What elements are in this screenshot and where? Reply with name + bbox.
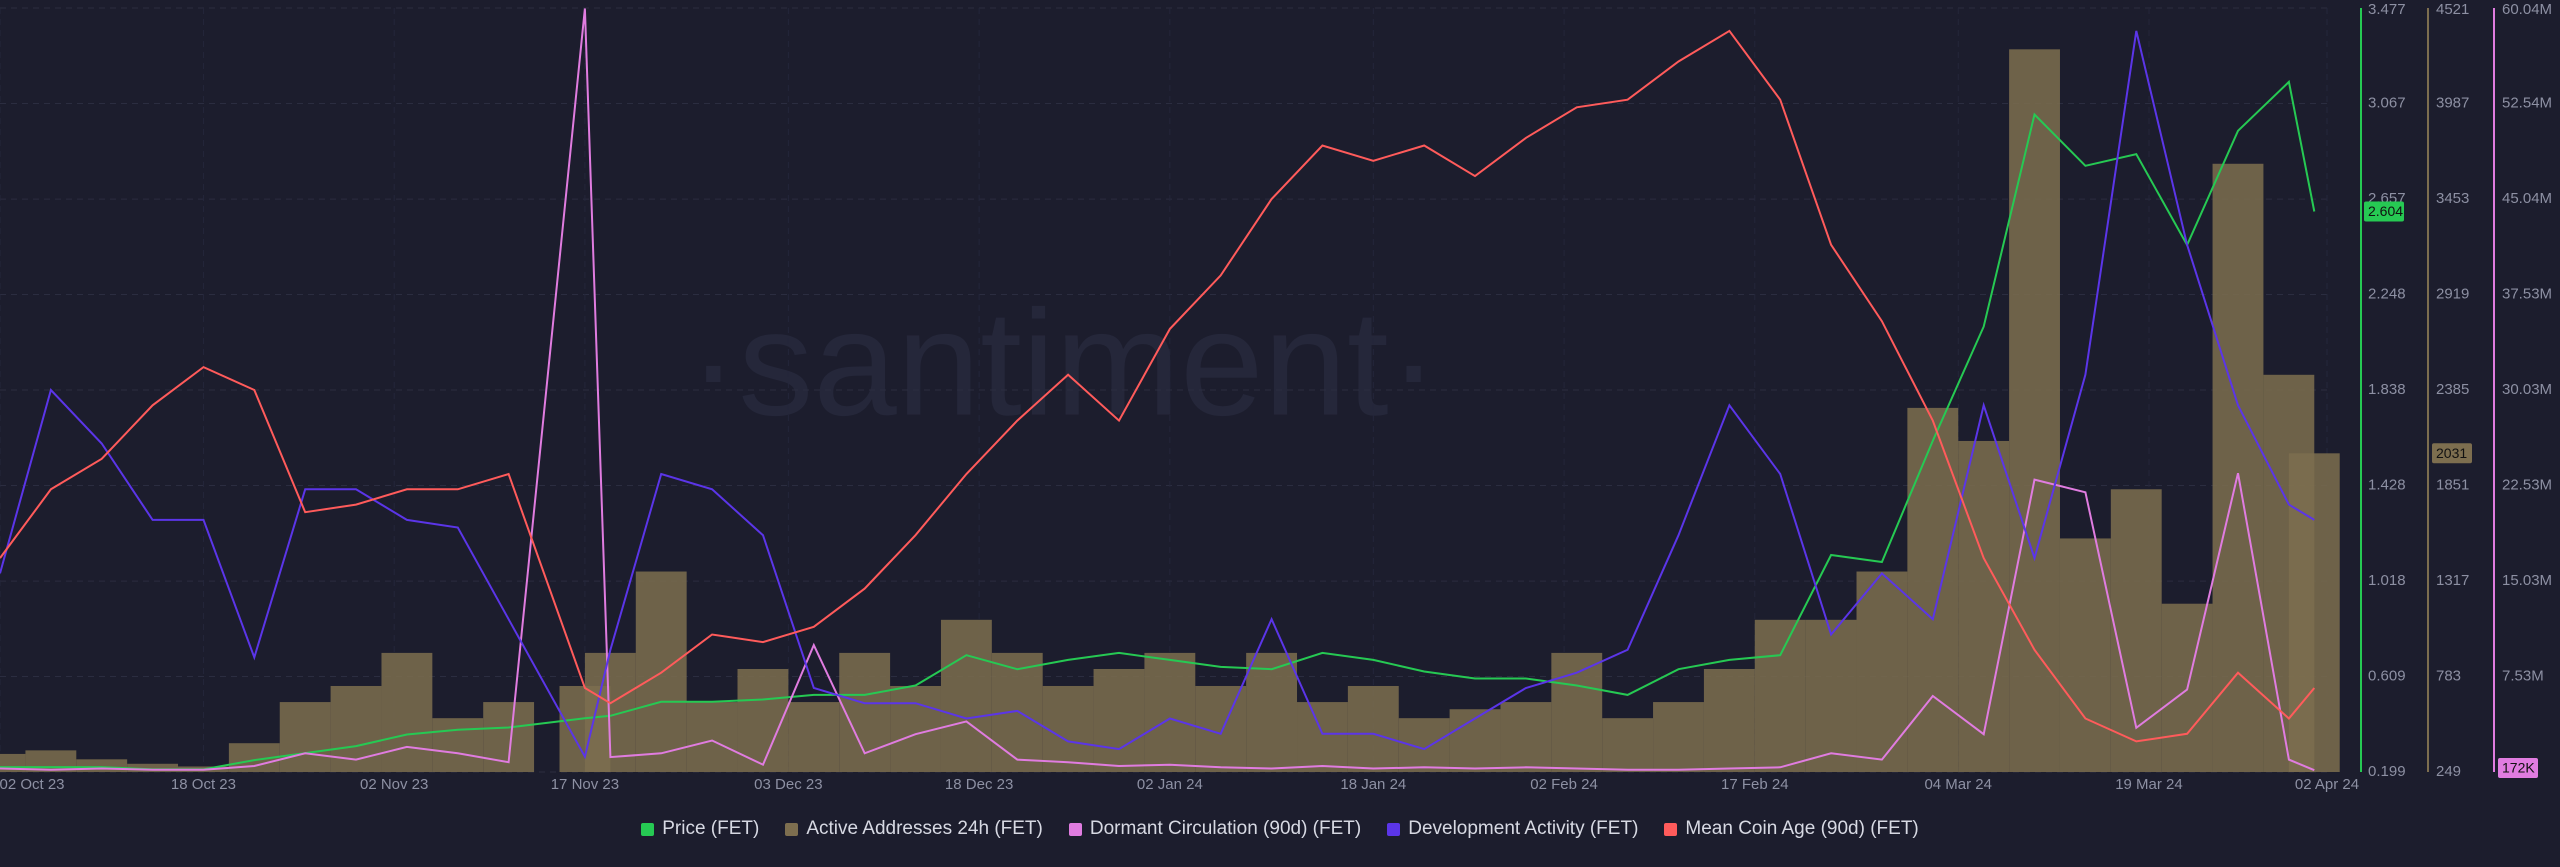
bar [1653, 702, 1704, 772]
legend-item[interactable]: Active Addresses 24h (FET) [785, 818, 1043, 840]
chart: ·santiment· 02 Oct 23 18 Oct 23 02 Nov 23 17… [0, 1, 2552, 793]
y-tick-label: 1.428 [2368, 477, 2406, 494]
y-tick-label: 0.199 [2368, 763, 2406, 780]
bar [2059, 538, 2111, 772]
bar [1500, 702, 1552, 772]
x-tick-label: 17 Nov 23 [551, 776, 619, 793]
bar [991, 652, 1043, 772]
y-tick-label: 1317 [2436, 572, 2469, 589]
bar [2212, 163, 2264, 772]
y-tick-label: 3987 [2436, 94, 2469, 111]
legend-swatch [1068, 822, 1082, 836]
y-tick-label: 60.04M [2502, 1, 2552, 18]
legend-label: Development Activity (FET) [1408, 818, 1639, 839]
bar [788, 702, 840, 772]
line [0, 79, 2316, 771]
legend-label: Price (FET) [662, 818, 760, 839]
legend-item[interactable]: Dormant Circulation (90d) (FET) [1068, 818, 1362, 840]
y-tick-label: 4521 [2436, 1, 2469, 18]
y-tick-label: 1851 [2436, 476, 2469, 493]
bar [1042, 685, 1094, 772]
bar [127, 763, 179, 772]
x-tick-label: 02 Jan 24 [1137, 776, 1203, 793]
bar [2288, 453, 2340, 772]
y-tick-label: 52.54M [2502, 94, 2552, 111]
x-tick-label: 18 Jan 24 [1340, 776, 1406, 793]
y-tick-label: 37.53M [2502, 286, 2552, 303]
bar [1246, 652, 1298, 772]
bar [381, 652, 433, 772]
bar [2009, 49, 2060, 773]
legend-swatch [641, 822, 655, 836]
legend-label: Mean Coin Age (90d) (FET) [1685, 818, 1919, 839]
x-tick-label: 04 Mar 24 [1924, 776, 1992, 793]
bar [1958, 440, 2010, 772]
x-tick-label: 02 Oct 23 [0, 776, 65, 793]
y-tick-label: 3.067 [2368, 95, 2406, 112]
legend-label: Dormant Circulation (90d) (FET) [1089, 818, 1362, 839]
y-tick-label: 22.53M [2502, 477, 2552, 494]
bar [279, 702, 331, 772]
bar [737, 668, 789, 772]
bar [1703, 668, 1755, 772]
line [0, 30, 2315, 760]
y-tick-label: 3.477 [2368, 1, 2406, 18]
current-value-label: 2.604 [2368, 203, 2403, 219]
legend-label: Active Addresses 24h (FET) [806, 818, 1043, 839]
legend-swatch [1664, 822, 1678, 836]
legend: Price (FET) Active Addresses 24h (FET) Dor… [0, 818, 2560, 840]
bar [686, 702, 738, 772]
legend-item[interactable]: Price (FET) [641, 818, 759, 840]
bar [432, 718, 484, 772]
bar [1449, 709, 1501, 772]
current-value-badge [2432, 443, 2472, 464]
x-tick-label: 02 Nov 23 [360, 776, 428, 793]
current-value-label: 2031 [2436, 445, 2467, 461]
x-tick-label: 18 Dec 23 [945, 776, 1013, 793]
legend-item[interactable]: Mean Coin Age (90d) (FET) [1664, 818, 1919, 840]
y-tick-label: 7.53M [2502, 667, 2544, 684]
y-tick-label: 1.018 [2368, 572, 2406, 589]
bar [2110, 489, 2162, 772]
y-tick-label: 15.03M [2502, 572, 2552, 589]
x-tick-label: 18 Oct 23 [171, 776, 236, 793]
bar [1093, 668, 1145, 772]
watermark: ·santiment· [688, 279, 1438, 447]
y-tick-label: 2385 [2436, 381, 2469, 398]
bar [1856, 571, 1908, 772]
legend-swatch [785, 822, 799, 836]
y-tick-label: 783 [2436, 667, 2461, 684]
y-tick-label: 1.838 [2368, 381, 2406, 398]
x-tick-label: 02 Feb 24 [1530, 776, 1598, 793]
legend-item[interactable]: Development Activity (FET) [1387, 818, 1638, 840]
bar [1297, 702, 1348, 772]
y-tick-label: 30.03M [2502, 381, 2552, 398]
y-tick-label: 0.609 [2368, 667, 2406, 684]
bar [940, 619, 992, 772]
y-tick-label: 249 [2436, 763, 2461, 780]
current-value-badge [2498, 758, 2538, 778]
x-tick-label: 17 Feb 24 [1721, 776, 1789, 793]
line [0, 8, 2315, 772]
bar [1754, 619, 1806, 772]
bar [1398, 718, 1450, 772]
bar [1551, 652, 1603, 772]
line [0, 29, 2316, 743]
x-tick-label: 02 Apr 24 [2295, 776, 2359, 793]
bar [1805, 619, 1857, 772]
bar [1347, 685, 1399, 772]
bar [76, 759, 128, 772]
y-tick-label: 3453 [2436, 190, 2469, 207]
x-tick-label: 19 Mar 24 [2115, 776, 2183, 793]
x-tick-label: 03 Dec 23 [754, 776, 822, 793]
current-value-badge [2364, 201, 2404, 222]
bar [1602, 718, 1654, 772]
legend-swatch [1387, 822, 1401, 836]
y-tick-label: 2.248 [2368, 285, 2406, 302]
y-tick-label: 45.04M [2502, 190, 2552, 207]
current-value-label: 172K [2502, 760, 2535, 776]
y-tick-label: 2919 [2436, 285, 2469, 302]
bar [1144, 652, 1196, 772]
